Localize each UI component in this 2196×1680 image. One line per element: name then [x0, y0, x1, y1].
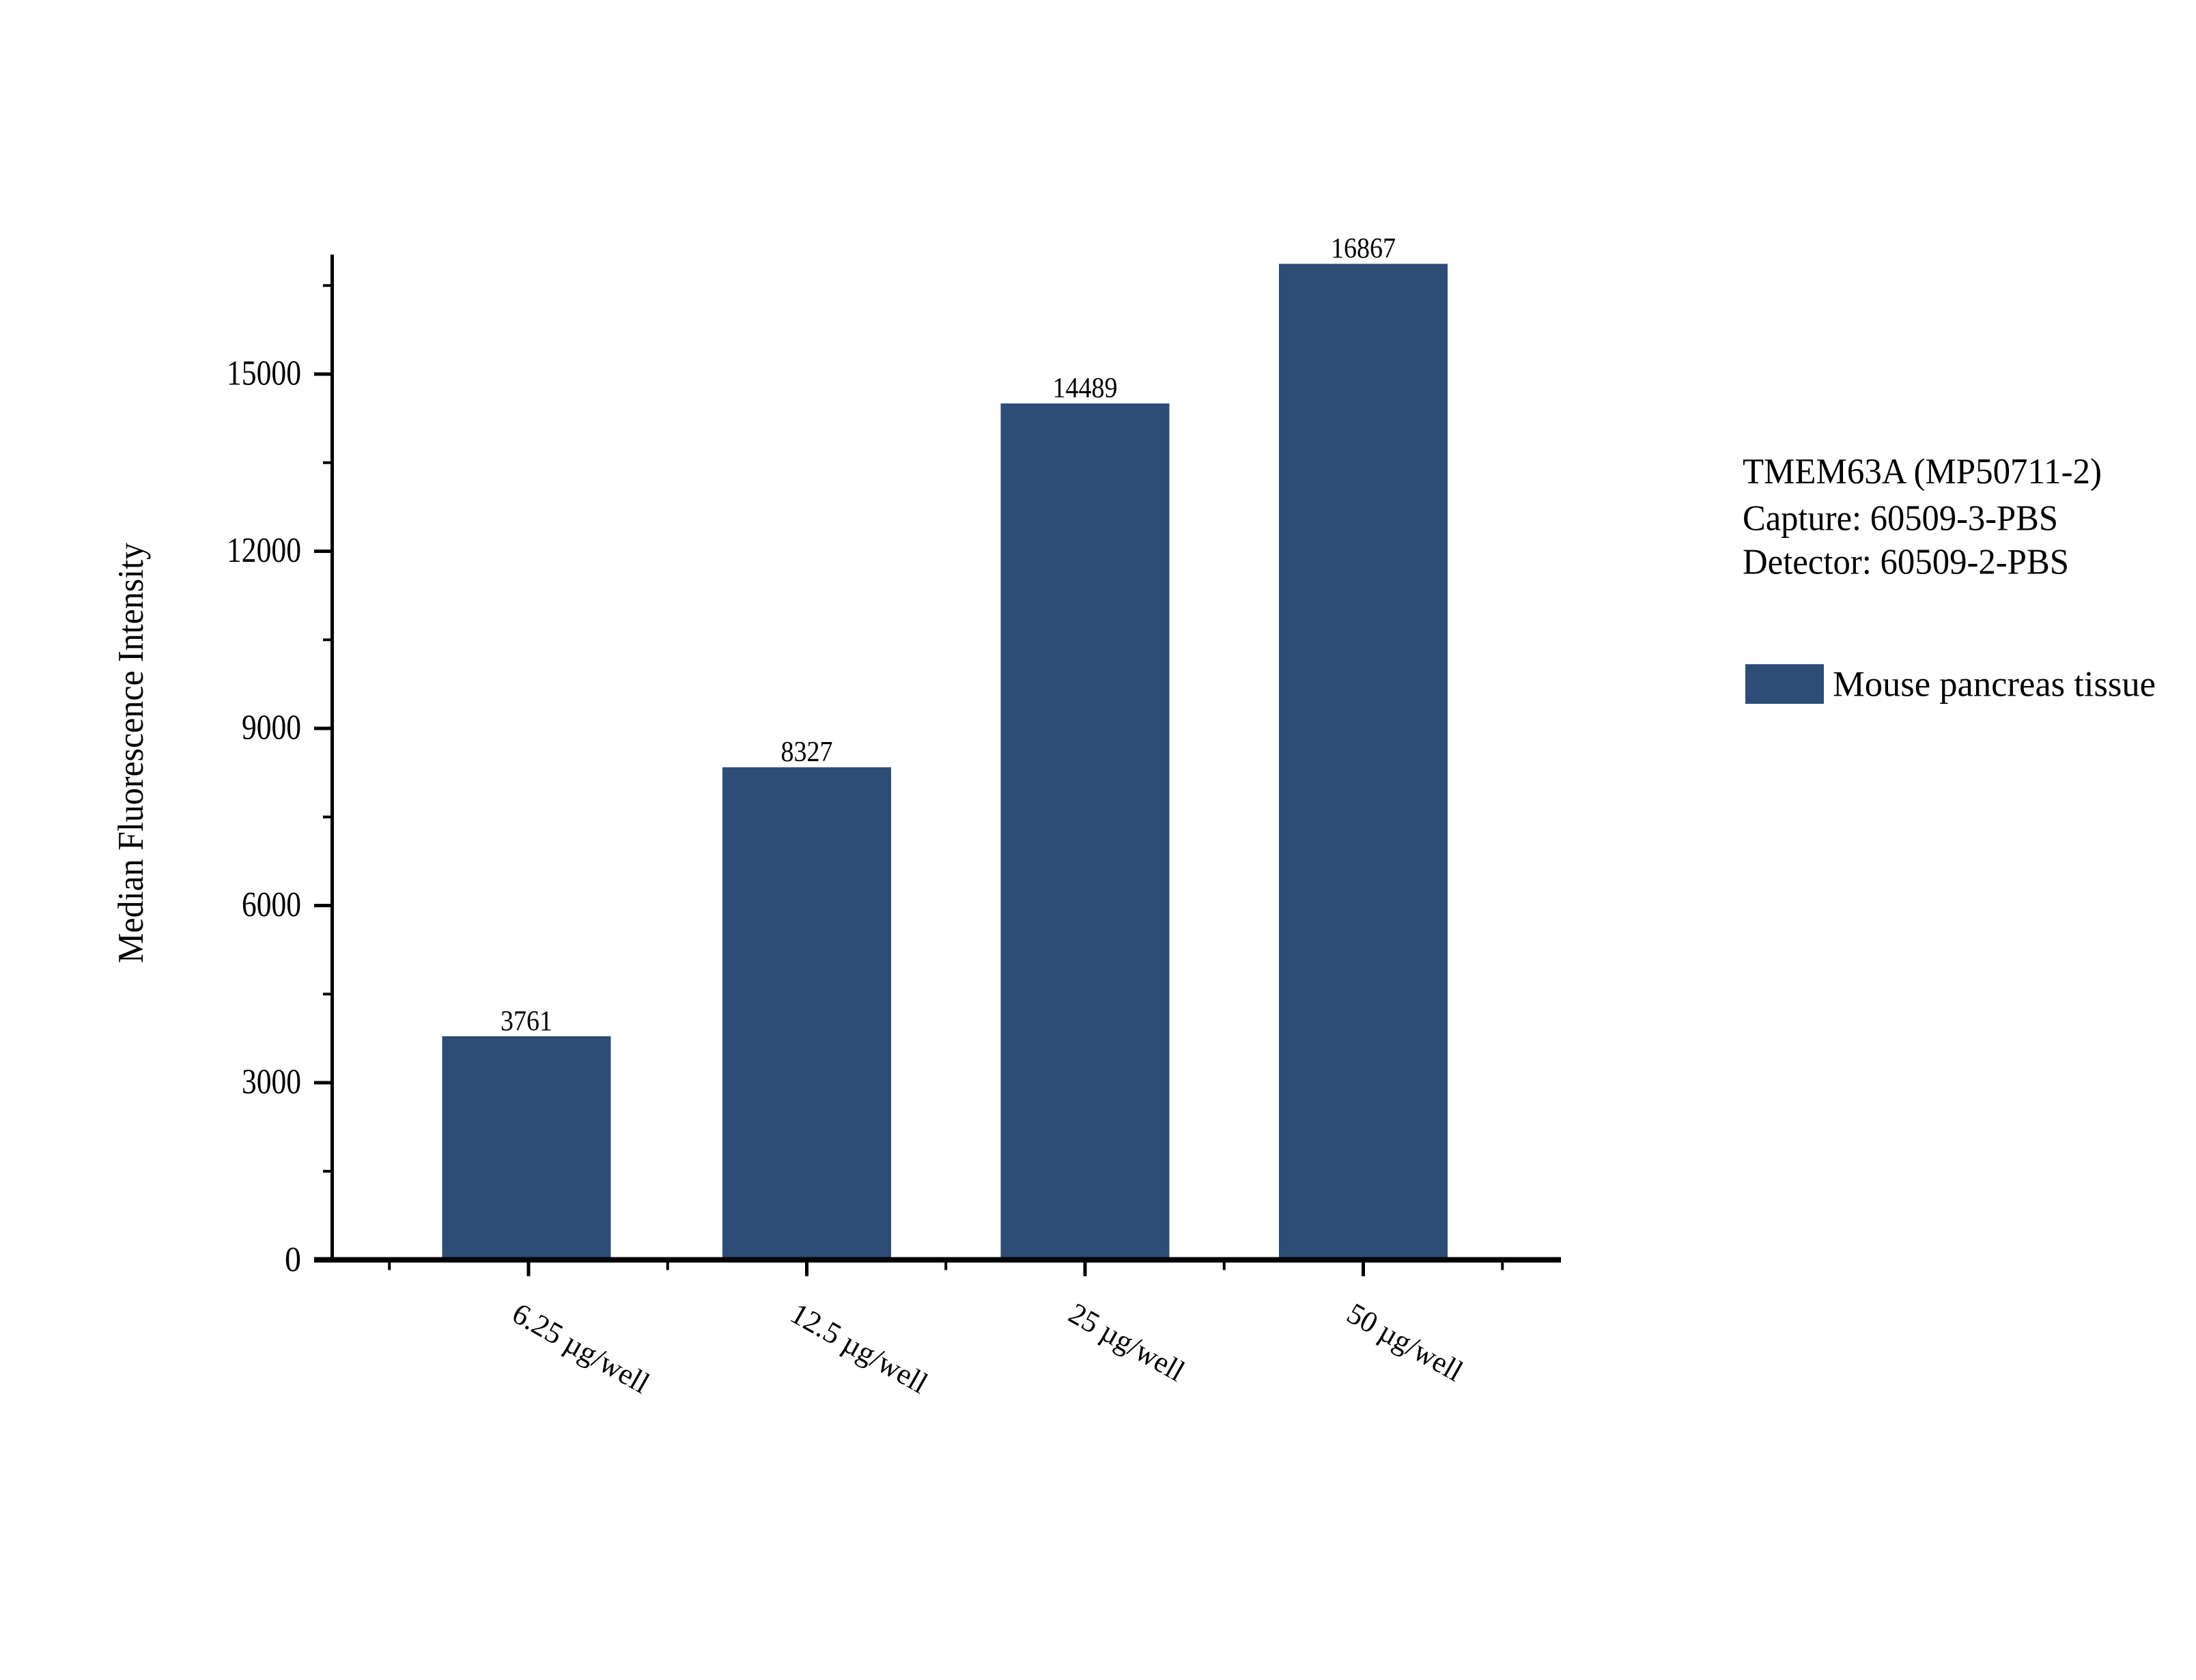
svg-text:9000: 9000 — [242, 709, 301, 748]
svg-text:3000: 3000 — [242, 1063, 301, 1102]
svg-text:Detector: 60509-2-PBS: Detector: 60509-2-PBS — [1743, 543, 2069, 582]
svg-text:0: 0 — [285, 1240, 301, 1279]
svg-text:12000: 12000 — [227, 531, 301, 570]
svg-text:Capture: 60509-3-PBS: Capture: 60509-3-PBS — [1743, 499, 2058, 539]
svg-text:Median Fluorescence Intensity: Median Fluorescence Intensity — [111, 542, 151, 963]
svg-text:6000: 6000 — [242, 885, 301, 924]
svg-text:16867: 16867 — [1331, 233, 1396, 265]
svg-text:TMEM63A (MP50711-2): TMEM63A (MP50711-2) — [1743, 452, 2102, 492]
svg-text:3761: 3761 — [501, 1005, 552, 1037]
svg-text:15000: 15000 — [227, 354, 301, 393]
svg-text:8327: 8327 — [781, 736, 833, 768]
svg-text:Mouse pancreas tissue: Mouse pancreas tissue — [1833, 665, 2156, 704]
svg-text:14489: 14489 — [1053, 372, 1118, 404]
